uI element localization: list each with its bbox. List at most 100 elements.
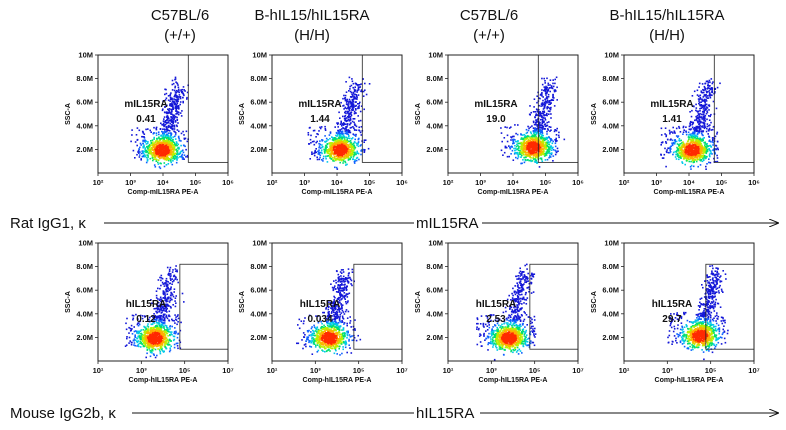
x-axis-label: Comp-mIL15RA PE-A — [302, 189, 373, 196]
scatter-point — [166, 137, 169, 139]
scatter-point — [707, 104, 710, 107]
scatter-point — [506, 155, 509, 158]
scatter-point — [126, 337, 128, 340]
scatter-point — [360, 149, 363, 151]
scatter-point — [148, 146, 151, 148]
scatter-point — [169, 282, 171, 285]
scatter-point — [503, 151, 506, 154]
scatter-point — [699, 107, 701, 110]
scatter-point — [716, 157, 719, 159]
scatter-point — [698, 148, 700, 150]
scatter-point — [691, 150, 693, 152]
scatter-point — [345, 146, 347, 149]
scatter-point — [338, 156, 341, 158]
scatter-point — [538, 134, 541, 137]
scatter-point — [147, 145, 150, 148]
scatter-point — [685, 126, 687, 128]
scatter-point — [350, 147, 353, 150]
scatter-point — [153, 164, 156, 166]
scatter-point — [170, 111, 173, 113]
scatter-point — [543, 86, 546, 88]
scatter-point — [167, 163, 170, 165]
scatter-point — [545, 88, 547, 90]
scatter-point — [704, 114, 707, 117]
scatter-point — [313, 129, 316, 132]
scatter-point — [150, 148, 152, 151]
scatter-point — [337, 126, 339, 128]
scatter-point — [184, 145, 186, 148]
scatter-point — [359, 145, 362, 147]
scatter-point — [534, 146, 537, 149]
scatter-point — [339, 135, 342, 138]
scatter-point — [163, 124, 165, 127]
scatter-point — [695, 134, 697, 137]
scatter-point — [344, 157, 346, 160]
scatter-point — [714, 88, 716, 90]
scatter-point — [341, 158, 343, 160]
scatter-point — [331, 136, 333, 138]
scatter-point — [170, 126, 172, 128]
scatter-point — [345, 136, 348, 139]
scatter-point — [330, 144, 332, 147]
scatter-point — [353, 95, 355, 98]
scatter-point — [179, 97, 182, 100]
scatter-point — [670, 145, 672, 147]
scatter-point — [350, 84, 353, 87]
scatter-point — [502, 154, 504, 156]
scatter-point — [342, 123, 344, 125]
scatter-point — [330, 154, 332, 157]
scatter-point — [674, 141, 676, 144]
scatter-point — [682, 158, 685, 160]
scatter-point — [144, 141, 147, 143]
gate-percent-label: 1.44 — [310, 114, 330, 125]
scatter-point — [167, 154, 170, 156]
scatter-point — [699, 145, 702, 148]
scatter-point — [165, 152, 167, 155]
scatter-point — [166, 127, 168, 130]
scatter-point — [314, 149, 316, 152]
scatter-point — [166, 134, 169, 137]
scatter-point — [365, 93, 368, 96]
scatter-point — [146, 145, 148, 148]
scatter-point — [704, 82, 706, 85]
scatter-point — [334, 143, 336, 146]
scatter-point — [661, 141, 664, 143]
scatter-point — [709, 155, 711, 158]
y-axis-label: SSC-A — [415, 103, 422, 125]
scatter-point — [714, 148, 716, 150]
scatter-point — [143, 154, 146, 156]
scatter-point — [313, 140, 315, 143]
scatter-point — [155, 134, 158, 136]
scatter-point — [692, 143, 694, 146]
column-header-zygosity: (+/+) — [164, 27, 196, 44]
scatter-point — [701, 125, 703, 127]
scatter-point — [666, 151, 668, 154]
scatter-point — [350, 113, 352, 115]
scatter-point — [177, 136, 180, 139]
scatter-point — [683, 144, 686, 147]
scatter-point — [340, 130, 343, 133]
scatter-point — [130, 343, 133, 346]
scatter-point — [357, 103, 359, 105]
scatter-point — [159, 128, 162, 130]
scatter-point — [172, 148, 174, 151]
scatter-point — [660, 127, 663, 130]
scatter-point — [538, 135, 540, 138]
scatter-point — [182, 93, 185, 96]
scatter-point — [157, 140, 160, 143]
scatter-point — [166, 140, 168, 143]
scatter-point — [150, 131, 152, 133]
scatter-point — [142, 151, 144, 153]
scatter-point — [549, 130, 551, 132]
scatter-point — [348, 115, 350, 118]
scatter-point — [541, 130, 543, 132]
scatter-point — [675, 158, 678, 160]
scatter-point — [162, 100, 164, 102]
scatter-point — [142, 345, 145, 348]
scatter-point — [689, 136, 691, 139]
scatter-point — [152, 151, 155, 154]
scatter-point — [170, 116, 172, 118]
scatter-point — [692, 139, 694, 141]
scatter-point — [556, 86, 558, 89]
scatter-point — [343, 137, 346, 139]
